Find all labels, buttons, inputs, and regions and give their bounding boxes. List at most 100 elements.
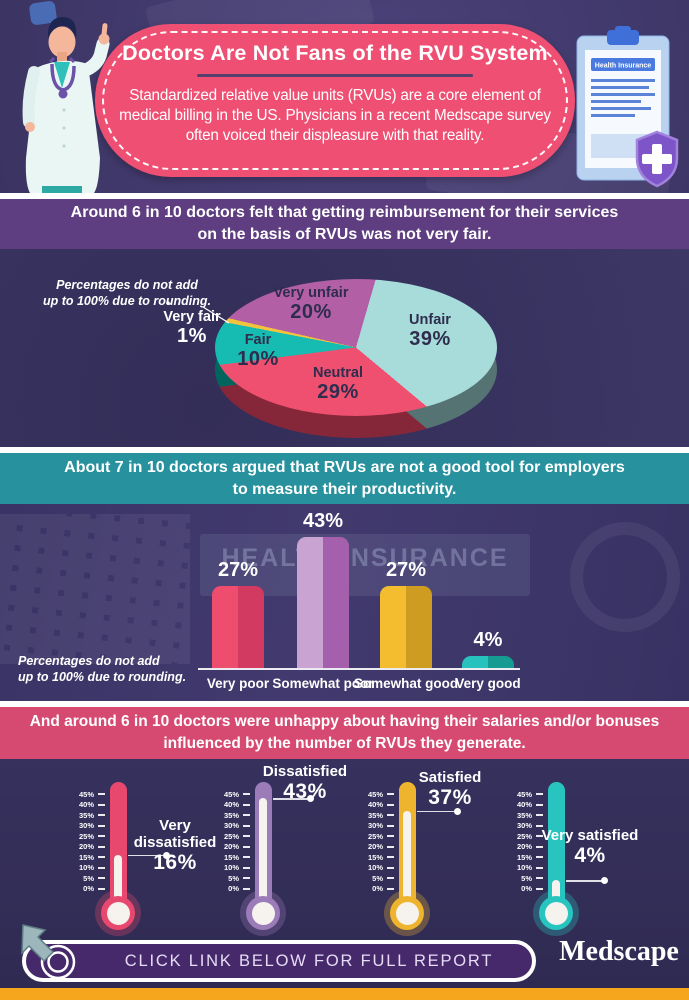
thermo-tick-mark (387, 845, 394, 848)
section2-heading-line: About 7 in 10 doctors argued that RVUs a… (64, 459, 625, 476)
thermo-tick-label: 15% (516, 852, 532, 862)
pie-chart-section: Percentages do not add up to 100% due to… (0, 249, 689, 447)
note-leader-line (166, 301, 230, 324)
section1-heading-line: on the basis of RVUs was not very fair. (197, 226, 492, 243)
thermo-tick-mark (536, 887, 543, 890)
thermo-bulb-inner (251, 901, 275, 925)
bar-value-label: 43% (302, 509, 344, 532)
thermo-tick-mark (387, 887, 394, 890)
thermo-leader-line (417, 810, 457, 813)
rounding-note: Percentages do not add up to 100% due to… (28, 277, 226, 309)
thermo-tick-mark (536, 835, 543, 837)
thermo-tick-label: 35% (367, 810, 383, 820)
thermo-tick-label: 25% (223, 831, 239, 841)
thermo-tick-label: 40% (78, 800, 94, 809)
bar-value-label: 27% (385, 558, 427, 581)
thermo-tick-label: 35% (78, 810, 94, 820)
divider-strip (0, 701, 689, 707)
thermo-label-satisfied: Satisfied 37% (418, 769, 482, 809)
thermo-tick-label: 5% (228, 873, 239, 883)
thermo-tick-mark (243, 793, 250, 795)
thermo-tick-mark (98, 856, 105, 858)
thermo-tick-mark (243, 877, 250, 879)
bar-category-label: Somewhat poor (272, 676, 374, 691)
thermo-tick-label: 30% (516, 821, 532, 830)
thermo-tick-mark (536, 856, 543, 858)
note-line: up to 100% due to rounding. (42, 294, 212, 308)
thermo-tick-mark (387, 803, 394, 806)
thermo-tick-mark (243, 866, 250, 869)
thermo-tick-mark (387, 856, 394, 858)
full-report-link-pill[interactable]: CLICK LINK BELOW FOR FULL REPORT (22, 940, 536, 982)
thermo-tick-label: 20% (223, 842, 239, 851)
clipboard-label: Health Insurance (595, 63, 652, 70)
thermo-tick-label: 45% (223, 789, 239, 799)
subtitle-line: often voiced their displeasure with that… (185, 127, 485, 144)
bar-value-label: 4% (473, 628, 503, 651)
section1-heading-line: Around 6 in 10 doctors felt that getting… (70, 204, 619, 221)
bg-keyboard (0, 514, 190, 664)
thermo-tick-mark (243, 835, 250, 837)
bar-category-label: Somewhat good (353, 676, 459, 691)
thermo-tick-label: 20% (367, 842, 383, 851)
thermo-tick-mark (98, 877, 105, 879)
pie-label-very-fair: Very fair 1% (163, 309, 221, 347)
medscape-logo: Medscape (559, 936, 679, 967)
thermo-tick-mark (243, 814, 250, 816)
section3-banner: And around 6 in 10 doctors were unhappy … (0, 707, 689, 759)
pie-label-fair: Fair 10% (237, 332, 279, 370)
thermo-tick-label: 5% (521, 873, 532, 883)
thermo-tick-label: 45% (78, 789, 94, 799)
thermo-label-very-satisfied: Very satisfied 4% (541, 827, 639, 867)
thermo-tick-label: 45% (516, 789, 532, 799)
thermo-tick-label: 10% (223, 863, 239, 872)
thermo-tick-label: 0% (83, 884, 94, 893)
thermo-leader-dot (453, 807, 461, 815)
thermo-tick-label: 25% (78, 831, 94, 841)
thermo-tick-mark (98, 793, 105, 795)
bar-baseline (198, 668, 520, 670)
thermo-tick-mark (243, 887, 250, 890)
thermo-tick-label: 10% (516, 863, 532, 872)
bar-value-label: 27% (217, 558, 259, 581)
thermo-label-dissatisfied: Dissatisfied 43% (262, 763, 348, 803)
cta-label: CLICK LINK BELOW FOR FULL REPORT (124, 952, 494, 970)
thermo-tick-mark (387, 824, 394, 827)
thermo-tick-mark (536, 814, 543, 816)
bar-very-poor (212, 585, 264, 668)
section1-banner: Around 6 in 10 doctors felt that getting… (0, 199, 689, 249)
thermo-leader-line (566, 880, 604, 882)
thermo-tick-mark (98, 845, 105, 848)
section3-heading-line: influenced by the number of RVUs they ge… (163, 735, 526, 752)
thermo-tick-label: 30% (367, 821, 383, 830)
bar-category-label: Very poor (206, 676, 270, 691)
thermo-leader-dot (306, 795, 314, 803)
thermo-tick-label: 30% (223, 821, 239, 830)
thermo-fill (403, 810, 411, 913)
bar-somewhat-poor (297, 536, 349, 668)
pie-label-very-unfair: Very unfair 20% (273, 285, 349, 323)
thermo-tick-label: 35% (223, 810, 239, 820)
divider-strip (0, 447, 689, 453)
section2-heading-line: to measure their productivity. (232, 481, 457, 498)
thermo-tick-mark (536, 803, 543, 806)
thermo-tick-mark (243, 845, 250, 848)
bar-very-good (462, 655, 514, 668)
bg-stethoscope-ring (570, 522, 680, 632)
thermo-tick-label: 10% (367, 863, 383, 872)
thermo-tick-label: 20% (78, 842, 94, 851)
bar-category-label: Very good (455, 676, 521, 691)
pie-label-unfair: Unfair 39% (409, 312, 451, 350)
thermo-tick-label: 0% (228, 884, 239, 893)
section3-heading-line: And around 6 in 10 doctors were unhappy … (29, 713, 660, 730)
pie-chart (215, 279, 497, 444)
thermo-tick-mark (387, 877, 394, 879)
title-divider (197, 74, 473, 77)
thermo-tick-label: 25% (516, 831, 532, 841)
thermo-tick-label: 40% (367, 800, 383, 809)
rounding-note: Percentages do not add up to 100% due to… (18, 653, 198, 685)
thermo-tick-label: 15% (223, 852, 239, 862)
header-subtitle: Standardized relative value units (RVUs)… (119, 86, 551, 146)
thermo-tick-label: 40% (223, 800, 239, 809)
thermo-tick-label: 0% (372, 884, 383, 893)
